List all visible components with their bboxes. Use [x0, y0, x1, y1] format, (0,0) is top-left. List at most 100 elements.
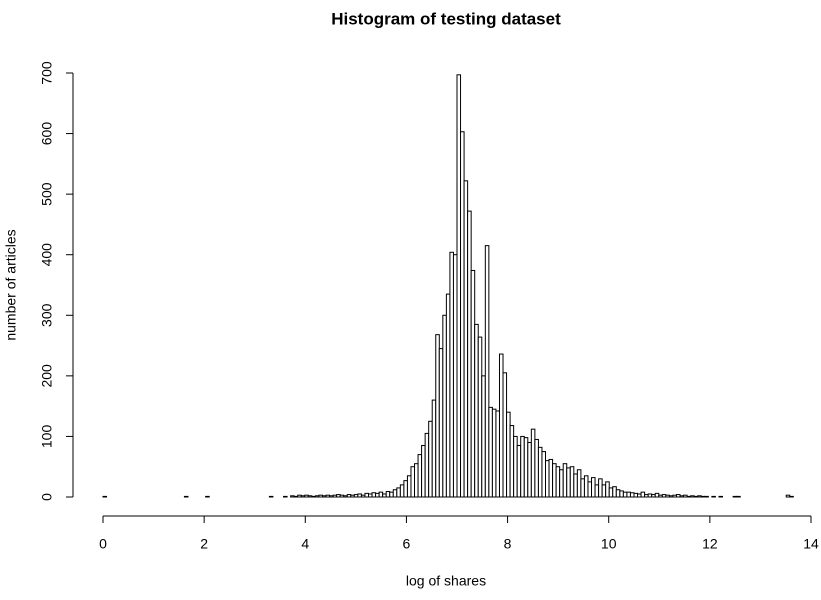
- histogram-bar: [385, 491, 391, 498]
- histogram-bar: [491, 408, 497, 498]
- histogram-bar: [311, 495, 316, 498]
- histogram-bar: [520, 435, 525, 498]
- histogram-bar: [513, 435, 518, 498]
- x-tick-label: 8: [504, 536, 512, 552]
- histogram-bar: [704, 495, 709, 498]
- histogram-bar: [498, 353, 504, 498]
- y-tick-label: 100: [39, 425, 55, 449]
- histogram-bar: [605, 481, 610, 498]
- histogram-bar: [495, 410, 500, 498]
- x-tick-label: 14: [803, 536, 819, 552]
- histogram-bar: [633, 492, 639, 498]
- histogram-bar: [321, 495, 327, 498]
- histogram-bar: [534, 438, 539, 498]
- histogram-bar: [580, 478, 585, 498]
- histogram-bar: [368, 493, 373, 498]
- histogram-bar: [378, 491, 384, 498]
- histogram-bar: [516, 445, 522, 498]
- histogram-bar: [414, 463, 419, 498]
- histogram-bar: [668, 495, 674, 498]
- histogram-bar: [665, 494, 670, 498]
- histogram-bar: [382, 493, 387, 498]
- histogram-bar: [456, 74, 462, 498]
- histogram-bar: [449, 251, 454, 498]
- histogram-bar: [654, 492, 660, 498]
- histogram-bar: [102, 495, 108, 498]
- histogram-bar: [403, 480, 408, 498]
- histogram-bar: [591, 477, 596, 498]
- y-tick-label: 300: [39, 303, 55, 327]
- histogram-bar: [290, 495, 295, 498]
- histogram-bar: [690, 495, 695, 498]
- histogram-bar: [506, 411, 511, 498]
- histogram-bar: [736, 495, 741, 498]
- histogram-bar: [541, 451, 547, 498]
- histogram-bar: [428, 420, 433, 498]
- histogram-bar: [651, 494, 656, 498]
- histogram-bar: [700, 495, 706, 498]
- histogram-bar: [205, 495, 210, 498]
- histogram-bar: [329, 495, 334, 498]
- histogram-bar: [566, 467, 571, 498]
- histogram-bar: [562, 463, 568, 498]
- histogram-bar: [509, 425, 515, 498]
- histogram-bar: [658, 494, 663, 498]
- histogram-bar: [626, 491, 631, 498]
- histogram-bar: [711, 495, 716, 498]
- histogram-bar: [364, 492, 369, 498]
- histogram-bar: [406, 475, 412, 498]
- histogram-bar: [371, 492, 377, 498]
- y-tick-label: 500: [39, 182, 55, 206]
- histogram-bar: [622, 491, 628, 498]
- histogram-bar: [283, 495, 288, 498]
- chart-title: Histogram of testing dataset: [331, 9, 561, 28]
- histogram-bar: [463, 180, 469, 498]
- histogram-bar: [353, 494, 359, 498]
- histogram-bar: [552, 463, 557, 498]
- histogram-bar: [537, 446, 543, 498]
- histogram-bar: [297, 494, 302, 498]
- histogram-bar: [357, 493, 362, 498]
- histogram-bar: [300, 495, 306, 498]
- histogram-bar: [683, 494, 688, 498]
- histogram-bar: [474, 323, 479, 498]
- histogram-bar: [268, 495, 274, 498]
- histogram-bar: [548, 458, 554, 498]
- histogram-bar: [343, 495, 348, 498]
- histogram-bar: [481, 375, 486, 498]
- histogram-bar: [488, 406, 493, 498]
- x-tick-label: 10: [601, 536, 617, 552]
- y-tick-label: 400: [39, 243, 55, 267]
- histogram-bar: [732, 495, 738, 498]
- histogram-bar: [619, 490, 624, 498]
- histogram-bar: [431, 399, 437, 498]
- histogram-bar: [697, 495, 702, 498]
- histogram-bar: [307, 495, 313, 498]
- histogram-bar: [477, 336, 483, 498]
- histogram-bar: [467, 210, 472, 498]
- x-axis-label: log of shares: [406, 573, 486, 589]
- histogram-bar: [438, 348, 444, 498]
- y-tick-label: 0: [39, 493, 55, 501]
- histogram-bar: [644, 494, 649, 498]
- histogram-bar: [612, 486, 617, 498]
- histogram-bar: [637, 493, 642, 498]
- histogram-bar: [640, 491, 646, 498]
- x-tick-label: 2: [200, 536, 208, 552]
- histogram-bar: [789, 495, 794, 498]
- y-tick-label: 600: [39, 122, 55, 146]
- histogram-bar: [293, 495, 299, 498]
- histogram-bar: [350, 494, 355, 498]
- histogram-bar: [460, 131, 465, 498]
- histogram-bar: [555, 466, 561, 498]
- x-tick-label: 0: [99, 536, 107, 552]
- histogram-bar: [470, 269, 476, 498]
- histogram-bar: [583, 475, 589, 498]
- histogram-bar: [545, 460, 550, 498]
- histogram-bar: [318, 494, 323, 498]
- histogram-bar: [686, 495, 692, 498]
- x-tick-label: 12: [702, 536, 718, 552]
- histogram-bar: [601, 484, 607, 498]
- histogram-bar: [693, 495, 699, 498]
